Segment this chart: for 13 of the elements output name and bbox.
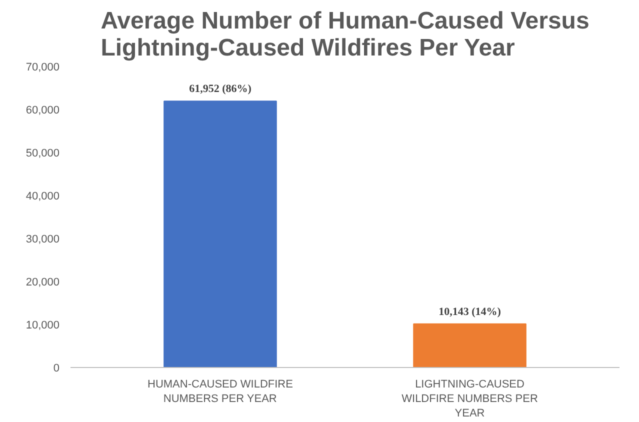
y-tick-label: 20,000 — [26, 276, 60, 288]
y-tick-label: 60,000 — [26, 104, 60, 116]
data-label: 10,143 (14%) — [438, 306, 502, 318]
y-tick-label: 0 — [53, 362, 60, 374]
chart-title: Average Number of Human-Caused Versus Lightning-Caused Wildfires Per Year — [100, 8, 590, 62]
x-tick-label: LIGHTNING-CAUSED WILDFIRE NUMBERS PER YEAR — [402, 378, 538, 420]
data-label: 61,952 (86%) — [189, 83, 252, 96]
y-tick-label: 10,000 — [26, 320, 60, 332]
y-tick-label: 30,000 — [26, 234, 60, 246]
y-tick-label: 70,000 — [26, 62, 60, 74]
y-tick-label: 50,000 — [26, 148, 60, 160]
x-tick-label: HUMAN-CAUSED WILDFIRE NUMBERS PER YEAR — [148, 378, 293, 405]
y-tick-label: 40,000 — [26, 190, 60, 202]
